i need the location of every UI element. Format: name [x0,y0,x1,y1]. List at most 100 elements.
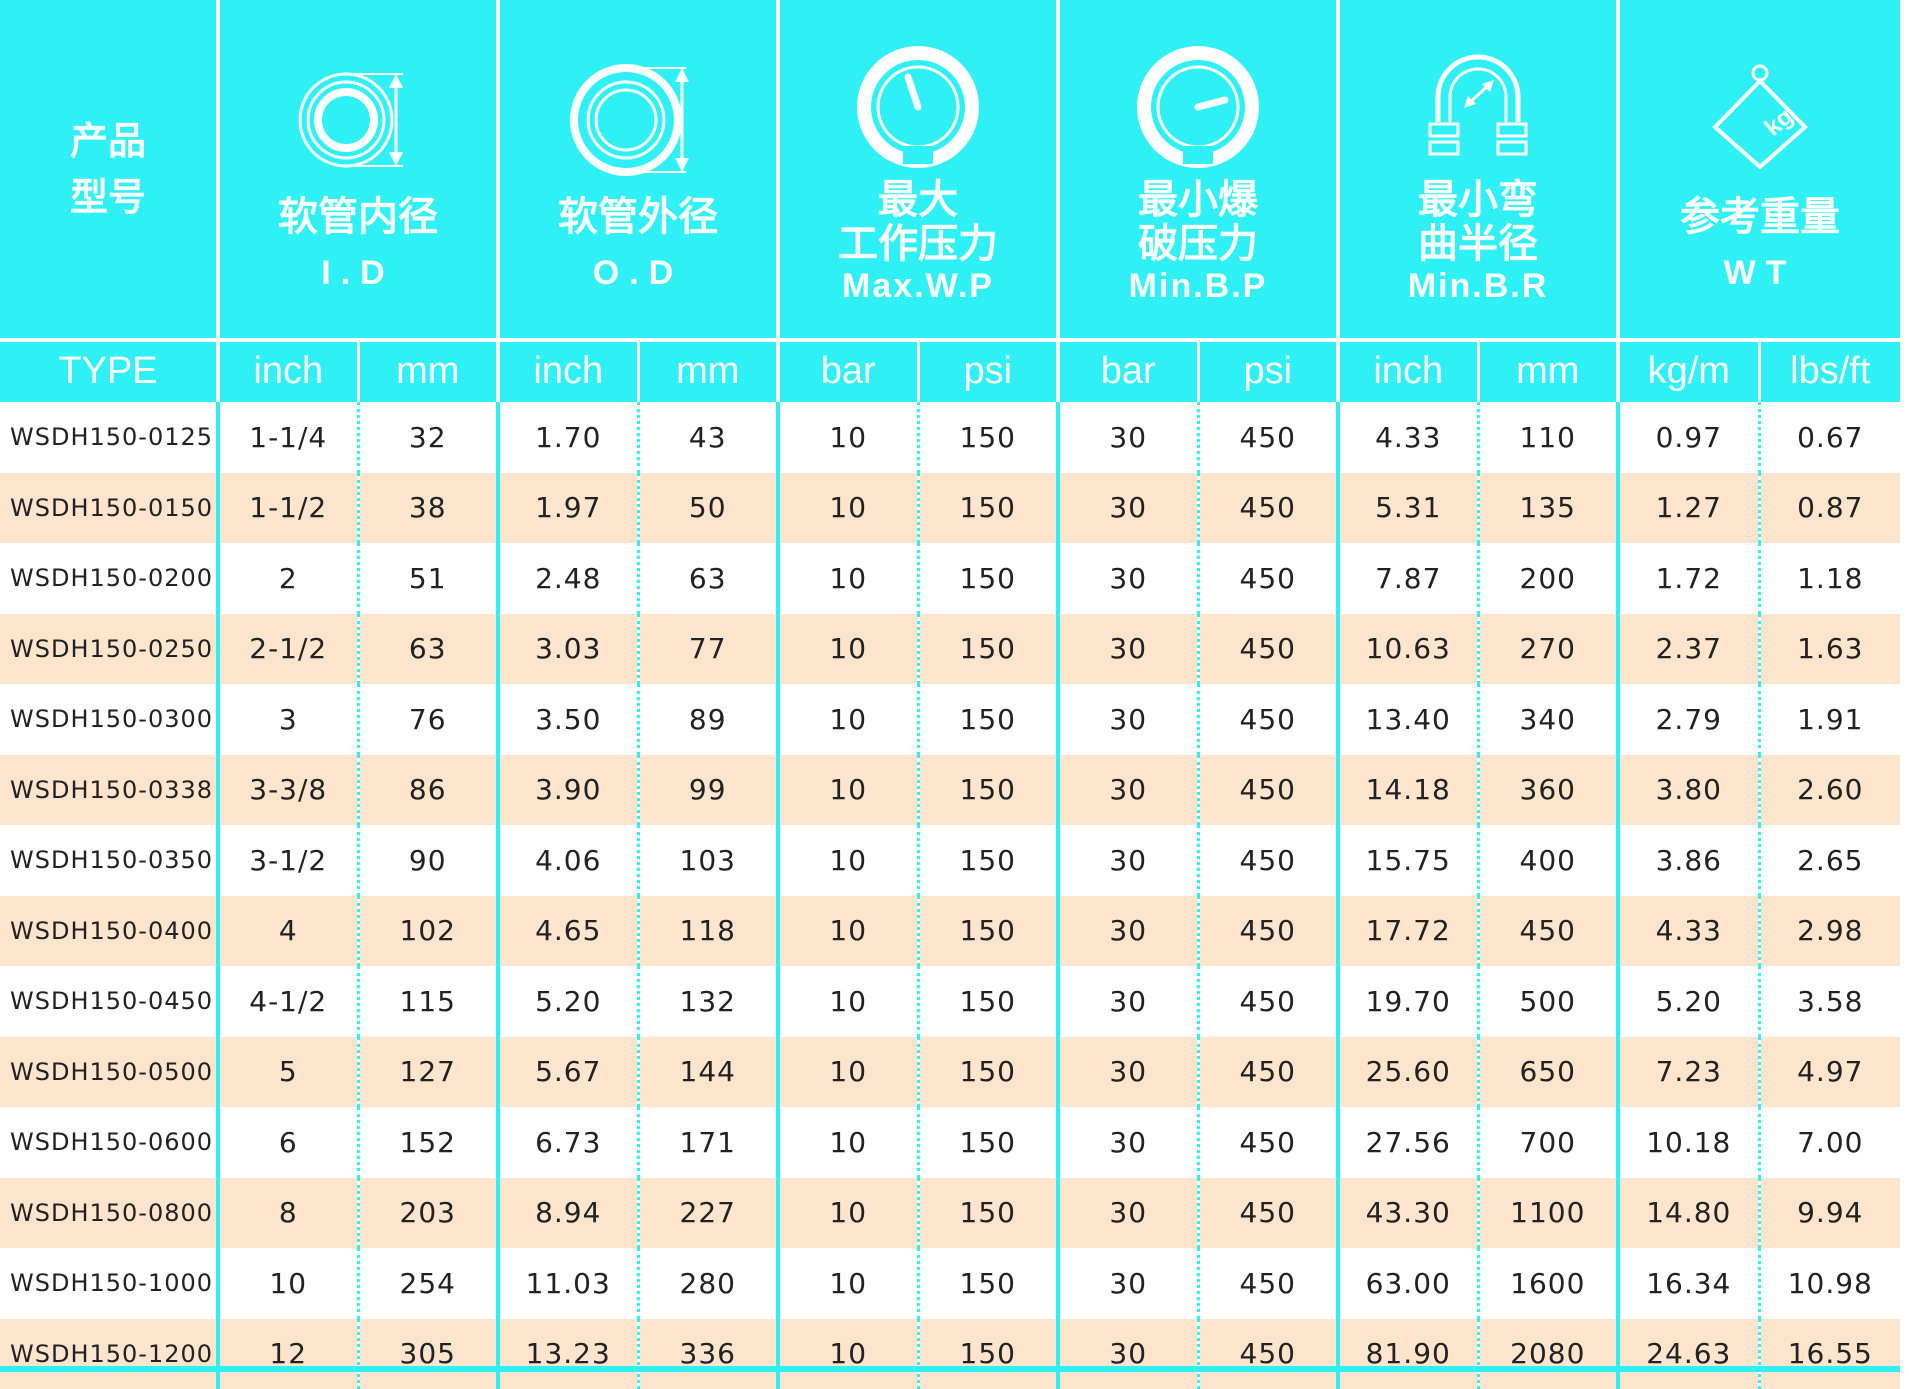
cell-wp-bar: 10 [778,896,918,967]
cell-type: WSDH150-0600 [0,1107,218,1178]
cell-wt-kgm: 5.20 [1618,966,1759,1037]
group-header-id: 软管内径 I.D [218,0,498,340]
cell-od-inch: 4.06 [498,825,638,896]
cell-wt-lbsft: 2.60 [1759,755,1900,826]
cell-bp-bar: 30 [1058,1178,1198,1249]
cell-wt-kgm: 1.27 [1618,473,1759,544]
cell-id-mm: 32 [358,401,498,473]
unit-id-inch: inch [218,340,358,401]
cell-id-mm: 102 [358,896,498,967]
cell-bp-bar: 30 [1058,401,1198,473]
cell-id-mm: 51 [358,543,498,614]
inner-diameter-icon [220,45,496,195]
cell-od-inch: 6.73 [498,1107,638,1178]
group-header-min-bp: 最小爆破压力 Min.B.P [1058,0,1338,340]
cell-bp-psi: 450 [1198,1319,1338,1389]
cell-id-inch: 6 [218,1107,358,1178]
cell-bp-bar: 30 [1058,473,1198,544]
cell-type: WSDH150-0250 [0,614,218,685]
cell-id-inch: 5 [218,1037,358,1108]
cell-br-mm: 500 [1478,966,1618,1037]
cell-id-mm: 152 [358,1107,498,1178]
cell-wt-lbsft: 1.63 [1759,614,1900,685]
cell-wt-lbsft: 9.94 [1759,1178,1900,1249]
cell-bp-psi: 450 [1198,966,1338,1037]
cell-br-inch: 25.60 [1338,1037,1478,1108]
cell-od-mm: 280 [638,1248,778,1319]
cell-wt-lbsft: 0.67 [1759,401,1900,473]
group-en-label: Max.W.P [780,266,1056,306]
cell-bp-bar: 30 [1058,896,1198,967]
cell-wp-bar: 10 [778,614,918,685]
cell-od-mm: 77 [638,614,778,685]
type-title-line2: 型号 [0,169,216,225]
cell-wt-lbsft: 0.87 [1759,473,1900,544]
header-icon-row: 产品 型号 软管内径 [0,0,1900,340]
cell-wt-kgm: 4.33 [1618,896,1759,967]
cell-bp-psi: 450 [1198,896,1338,967]
cell-id-inch: 3 [218,684,358,755]
cell-id-inch: 12 [218,1319,358,1389]
cell-wp-bar: 10 [778,473,918,544]
cell-wp-bar: 10 [778,684,918,755]
cell-wt-kgm: 10.18 [1618,1107,1759,1178]
cell-br-inch: 7.87 [1338,543,1478,614]
cell-br-mm: 1100 [1478,1178,1618,1249]
cell-bp-psi: 450 [1198,1178,1338,1249]
cell-od-mm: 336 [638,1319,778,1389]
cell-bp-bar: 30 [1058,1107,1198,1178]
cell-od-inch: 8.94 [498,1178,638,1249]
cell-wt-lbsft: 1.91 [1759,684,1900,755]
cell-wt-lbsft: 1.18 [1759,543,1900,614]
cell-od-mm: 50 [638,473,778,544]
cell-bp-bar: 30 [1058,825,1198,896]
cell-type: WSDH150-0400 [0,896,218,967]
cell-id-inch: 3-3/8 [218,755,358,826]
cell-br-mm: 200 [1478,543,1618,614]
cell-id-mm: 86 [358,755,498,826]
cell-type: WSDH150-0338 [0,755,218,826]
cell-id-inch: 1-1/4 [218,401,358,473]
cell-bp-psi: 450 [1198,825,1338,896]
group-cn-label: 最小弯曲半径 [1340,178,1616,266]
cell-od-mm: 89 [638,684,778,755]
cell-wt-kgm: 16.34 [1618,1248,1759,1319]
cell-id-inch: 2-1/2 [218,614,358,685]
cell-type: WSDH150-0125 [0,401,218,473]
cell-bp-bar: 30 [1058,755,1198,826]
cell-bp-bar: 30 [1058,543,1198,614]
cell-wt-lbsft: 3.58 [1759,966,1900,1037]
cell-id-mm: 115 [358,966,498,1037]
cell-wt-lbsft: 7.00 [1759,1107,1900,1178]
group-cn-label: 软管外径 [500,195,776,239]
cell-od-inch: 13.23 [498,1319,638,1389]
cell-bp-psi: 450 [1198,684,1338,755]
cell-id-mm: 76 [358,684,498,755]
cell-wp-psi: 150 [918,825,1058,896]
cell-wt-lbsft: 4.97 [1759,1037,1900,1108]
cell-wp-psi: 150 [918,1107,1058,1178]
cell-wt-kgm: 2.79 [1618,684,1759,755]
cell-wt-kgm: 0.97 [1618,401,1759,473]
cell-br-inch: 5.31 [1338,473,1478,544]
cell-od-mm: 144 [638,1037,778,1108]
pressure-gauge-low-icon [1060,32,1336,182]
cell-type: WSDH150-0150 [0,473,218,544]
cell-br-mm: 360 [1478,755,1618,826]
cell-br-inch: 10.63 [1338,614,1478,685]
cell-id-mm: 203 [358,1178,498,1249]
cell-br-mm: 270 [1478,614,1618,685]
cell-br-mm: 2080 [1478,1319,1618,1389]
cell-id-mm: 90 [358,825,498,896]
cell-wt-lbsft: 10.98 [1759,1248,1900,1319]
